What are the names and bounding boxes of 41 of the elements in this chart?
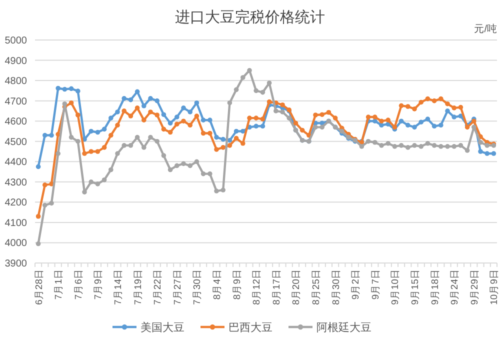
y-tick-label: 4600 (4, 116, 28, 128)
x-tick-label: 6月28日 (34, 269, 45, 305)
x-tick-label: 8月12日 (252, 269, 263, 305)
x-tick-label: 8月9日 (232, 269, 243, 300)
x-tick-label: 8月25日 (311, 269, 322, 305)
x-tick-label: 7月19日 (132, 269, 144, 305)
legend-label: 巴西大豆 (228, 321, 272, 334)
x-tick-label: 7月14日 (113, 269, 124, 305)
x-tick-label: 7月9日 (93, 269, 104, 300)
x-tick-label: 9月24日 (450, 269, 461, 305)
x-tick-label: 7月6日 (73, 269, 84, 300)
x-tick-label: 8月4日 (212, 269, 223, 300)
x-tick-label: 7月30日 (192, 269, 204, 305)
legend-label: 美国大豆 (140, 321, 184, 334)
x-tick-label: 9月15日 (410, 269, 421, 305)
x-tick-label: 7月27日 (172, 269, 184, 305)
y-tick-label: 4700 (4, 96, 28, 108)
x-tick-label: 7月22日 (152, 269, 164, 305)
chart-title: 进口大豆完税价格统计 (175, 9, 325, 26)
x-tick-label: 9月7日 (370, 269, 382, 300)
y-tick-label: 3900 (4, 258, 28, 270)
legend-label: 阿根廷大豆 (316, 321, 372, 334)
x-tick-label: 9月18日 (430, 269, 441, 305)
x-tick-label: 7月1日 (54, 269, 65, 300)
y-tick-label: 4900 (4, 56, 28, 67)
x-tick-label: 9月29日 (469, 269, 480, 305)
y-tick-label: 4300 (4, 177, 28, 188)
x-tick-label: 9月2日 (350, 269, 362, 300)
y-tick-label: 5000 (4, 36, 28, 46)
x-tick-label: 8月20日 (291, 269, 302, 305)
y-tick-label: 4000 (4, 238, 28, 250)
x-tick-label: 8月17日 (271, 269, 282, 305)
x-tick-label: 10月9日 (489, 269, 500, 305)
text: 元/吨 (474, 23, 497, 35)
x-tick-label: 8月30日 (330, 269, 342, 305)
y-tick-label: 4800 (4, 76, 28, 88)
y-tick-label: 4400 (4, 157, 28, 168)
y-tick-label: 4100 (4, 218, 28, 229)
x-tick-label: 9月10日 (390, 269, 402, 305)
y-tick-label: 4200 (4, 198, 28, 209)
y-tick-label: 4500 (4, 136, 28, 148)
